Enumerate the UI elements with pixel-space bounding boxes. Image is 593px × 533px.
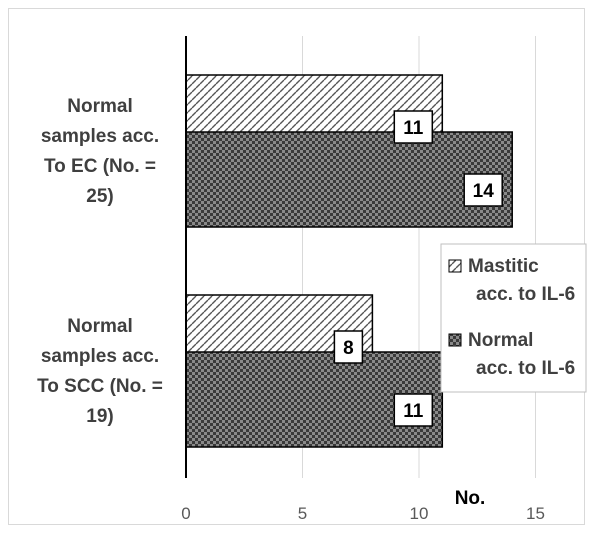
x-tick-label: 0 (181, 504, 190, 523)
legend-entry: Mastitic acc. to IL-6 (468, 256, 575, 305)
data-label-box (393, 393, 434, 427)
data-label: 14 (473, 181, 495, 202)
legend-entry: Normal acc. to IL-6 (468, 330, 575, 379)
legend-swatch (448, 333, 462, 347)
category-label: Normal samples acc. To EC (No. = 25) (41, 96, 159, 207)
x-tick-label: 15 (526, 504, 545, 523)
category-label: Normal samples acc. To SCC (No. = 19) (37, 316, 163, 427)
data-label: 11 (403, 401, 424, 422)
x-tick-label: 5 (298, 504, 307, 523)
x-axis-label: No. (455, 488, 486, 509)
data-label: 8 (343, 338, 354, 359)
x-tick-label: 10 (410, 504, 429, 523)
data-label: 11 (403, 118, 424, 139)
bar (185, 131, 513, 228)
legend: Mastitic acc. to IL-6 Normal acc. to IL-6 (440, 243, 587, 393)
data-label-box (393, 110, 434, 144)
labels: 0 5 10 15 No. 11 14 8 11 Normal samples acc. To EC … (37, 96, 545, 523)
legend-box (440, 243, 587, 393)
legend-swatch (448, 259, 462, 273)
data-label-box (463, 173, 503, 207)
data-label-box (333, 330, 364, 364)
bars (185, 74, 513, 448)
